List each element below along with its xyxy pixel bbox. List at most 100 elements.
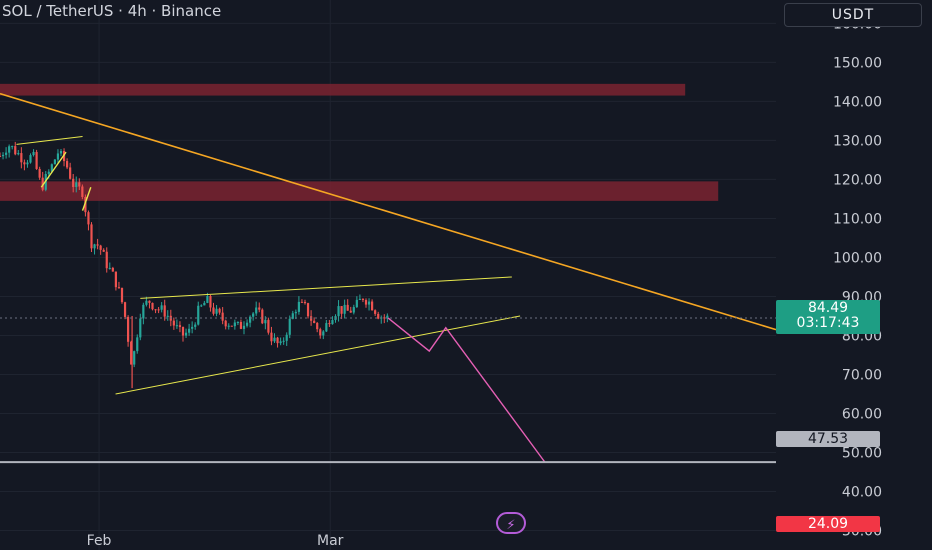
candle-body [32,151,35,156]
candle-body [87,212,90,225]
candle-body [20,153,23,163]
candle-body [221,312,224,321]
candle-body [154,309,157,311]
candle-body [102,249,105,252]
candle-body [35,151,38,169]
candle-body [172,320,175,326]
candle-body [230,325,233,327]
candle-body [215,308,218,314]
y-tick-label: 100.00 [833,250,882,266]
candle-body [26,162,29,165]
candle-body [194,324,197,327]
candle-body [11,146,14,148]
candle-body [267,319,270,333]
chart-grid [0,0,776,550]
candle-body [0,156,2,158]
candle-body [163,305,166,317]
candle-body [328,323,331,325]
candle-body [38,168,41,178]
candle-body [239,321,243,329]
candle-body [120,287,124,303]
candle-body [316,322,319,330]
target-price-tag: 47.53 [776,431,880,447]
candle-body [123,302,127,317]
y-tick-label: 50.00 [842,445,882,461]
candle-body [270,332,273,342]
candle-body [59,151,63,154]
candle-body [227,325,230,327]
y-tick-label: 40.00 [842,484,882,500]
y-tick-label: 150.00 [833,55,882,71]
candle-body [130,341,133,365]
candle-body [364,300,368,305]
candle-body [75,182,78,187]
currency-selector[interactable]: USDT [784,3,922,27]
candle-body [93,244,96,249]
candle-body [367,301,371,305]
candle-body [297,301,300,312]
candlestick-series [0,141,389,389]
candle-body [133,351,136,365]
candle-body [56,153,60,160]
candle-body [8,146,11,153]
candle-body [383,317,386,319]
candle-body [145,300,148,305]
candle-body [352,307,355,313]
candle-body [5,152,8,155]
candle-body [166,315,169,317]
candle-body [279,341,282,344]
candle-body [249,316,252,323]
candle-body [78,182,81,187]
candle-body [276,337,279,344]
y-tick-label: 140.00 [833,94,882,110]
candle-body [233,322,236,327]
y-tick-label: 130.00 [833,133,882,149]
candle-body [300,301,304,303]
pattern-line [16,136,83,145]
lightning-bolt-button[interactable]: ⚡ [496,512,526,534]
time-axis: Feb Mar [87,533,344,549]
candle-body [355,299,358,308]
candle-body [264,319,267,324]
y-tick-label: 110.00 [833,211,882,227]
candle-body [148,300,151,303]
candle-body [17,153,20,155]
pattern-line [81,187,92,211]
candle-body [1,154,5,157]
candle-body [181,326,185,336]
candle-body [319,329,322,336]
candle-body [50,164,53,172]
candle-body [261,309,264,324]
candle-body [108,267,111,269]
candle-body [139,318,142,338]
candle-body [258,307,261,310]
resistance-zones [0,83,719,201]
candle-body [245,322,249,326]
candle-body [151,302,154,310]
candle-body [41,177,44,190]
candle-body [361,298,365,301]
candle-body [349,310,352,313]
candle-body [96,244,99,246]
candle-body [69,167,72,179]
candle-body [127,316,130,342]
candle-body [14,146,17,155]
candle-body [142,304,145,319]
candle-body [313,320,316,323]
candle-body [114,271,117,288]
candle-body [66,161,69,168]
candle-body [111,267,114,272]
candle-body [47,171,50,174]
candle-body [285,334,288,341]
y-tick-label: 120.00 [833,172,882,188]
candle-body [191,326,194,329]
candle-body [53,159,56,165]
candle-body [136,337,139,352]
y-tick-label: 60.00 [842,406,882,422]
candle-body [157,309,160,311]
low-price-tag: 24.09 [776,516,880,532]
candle-body [386,315,389,318]
candle-body [337,306,340,317]
candle-body [310,316,313,321]
